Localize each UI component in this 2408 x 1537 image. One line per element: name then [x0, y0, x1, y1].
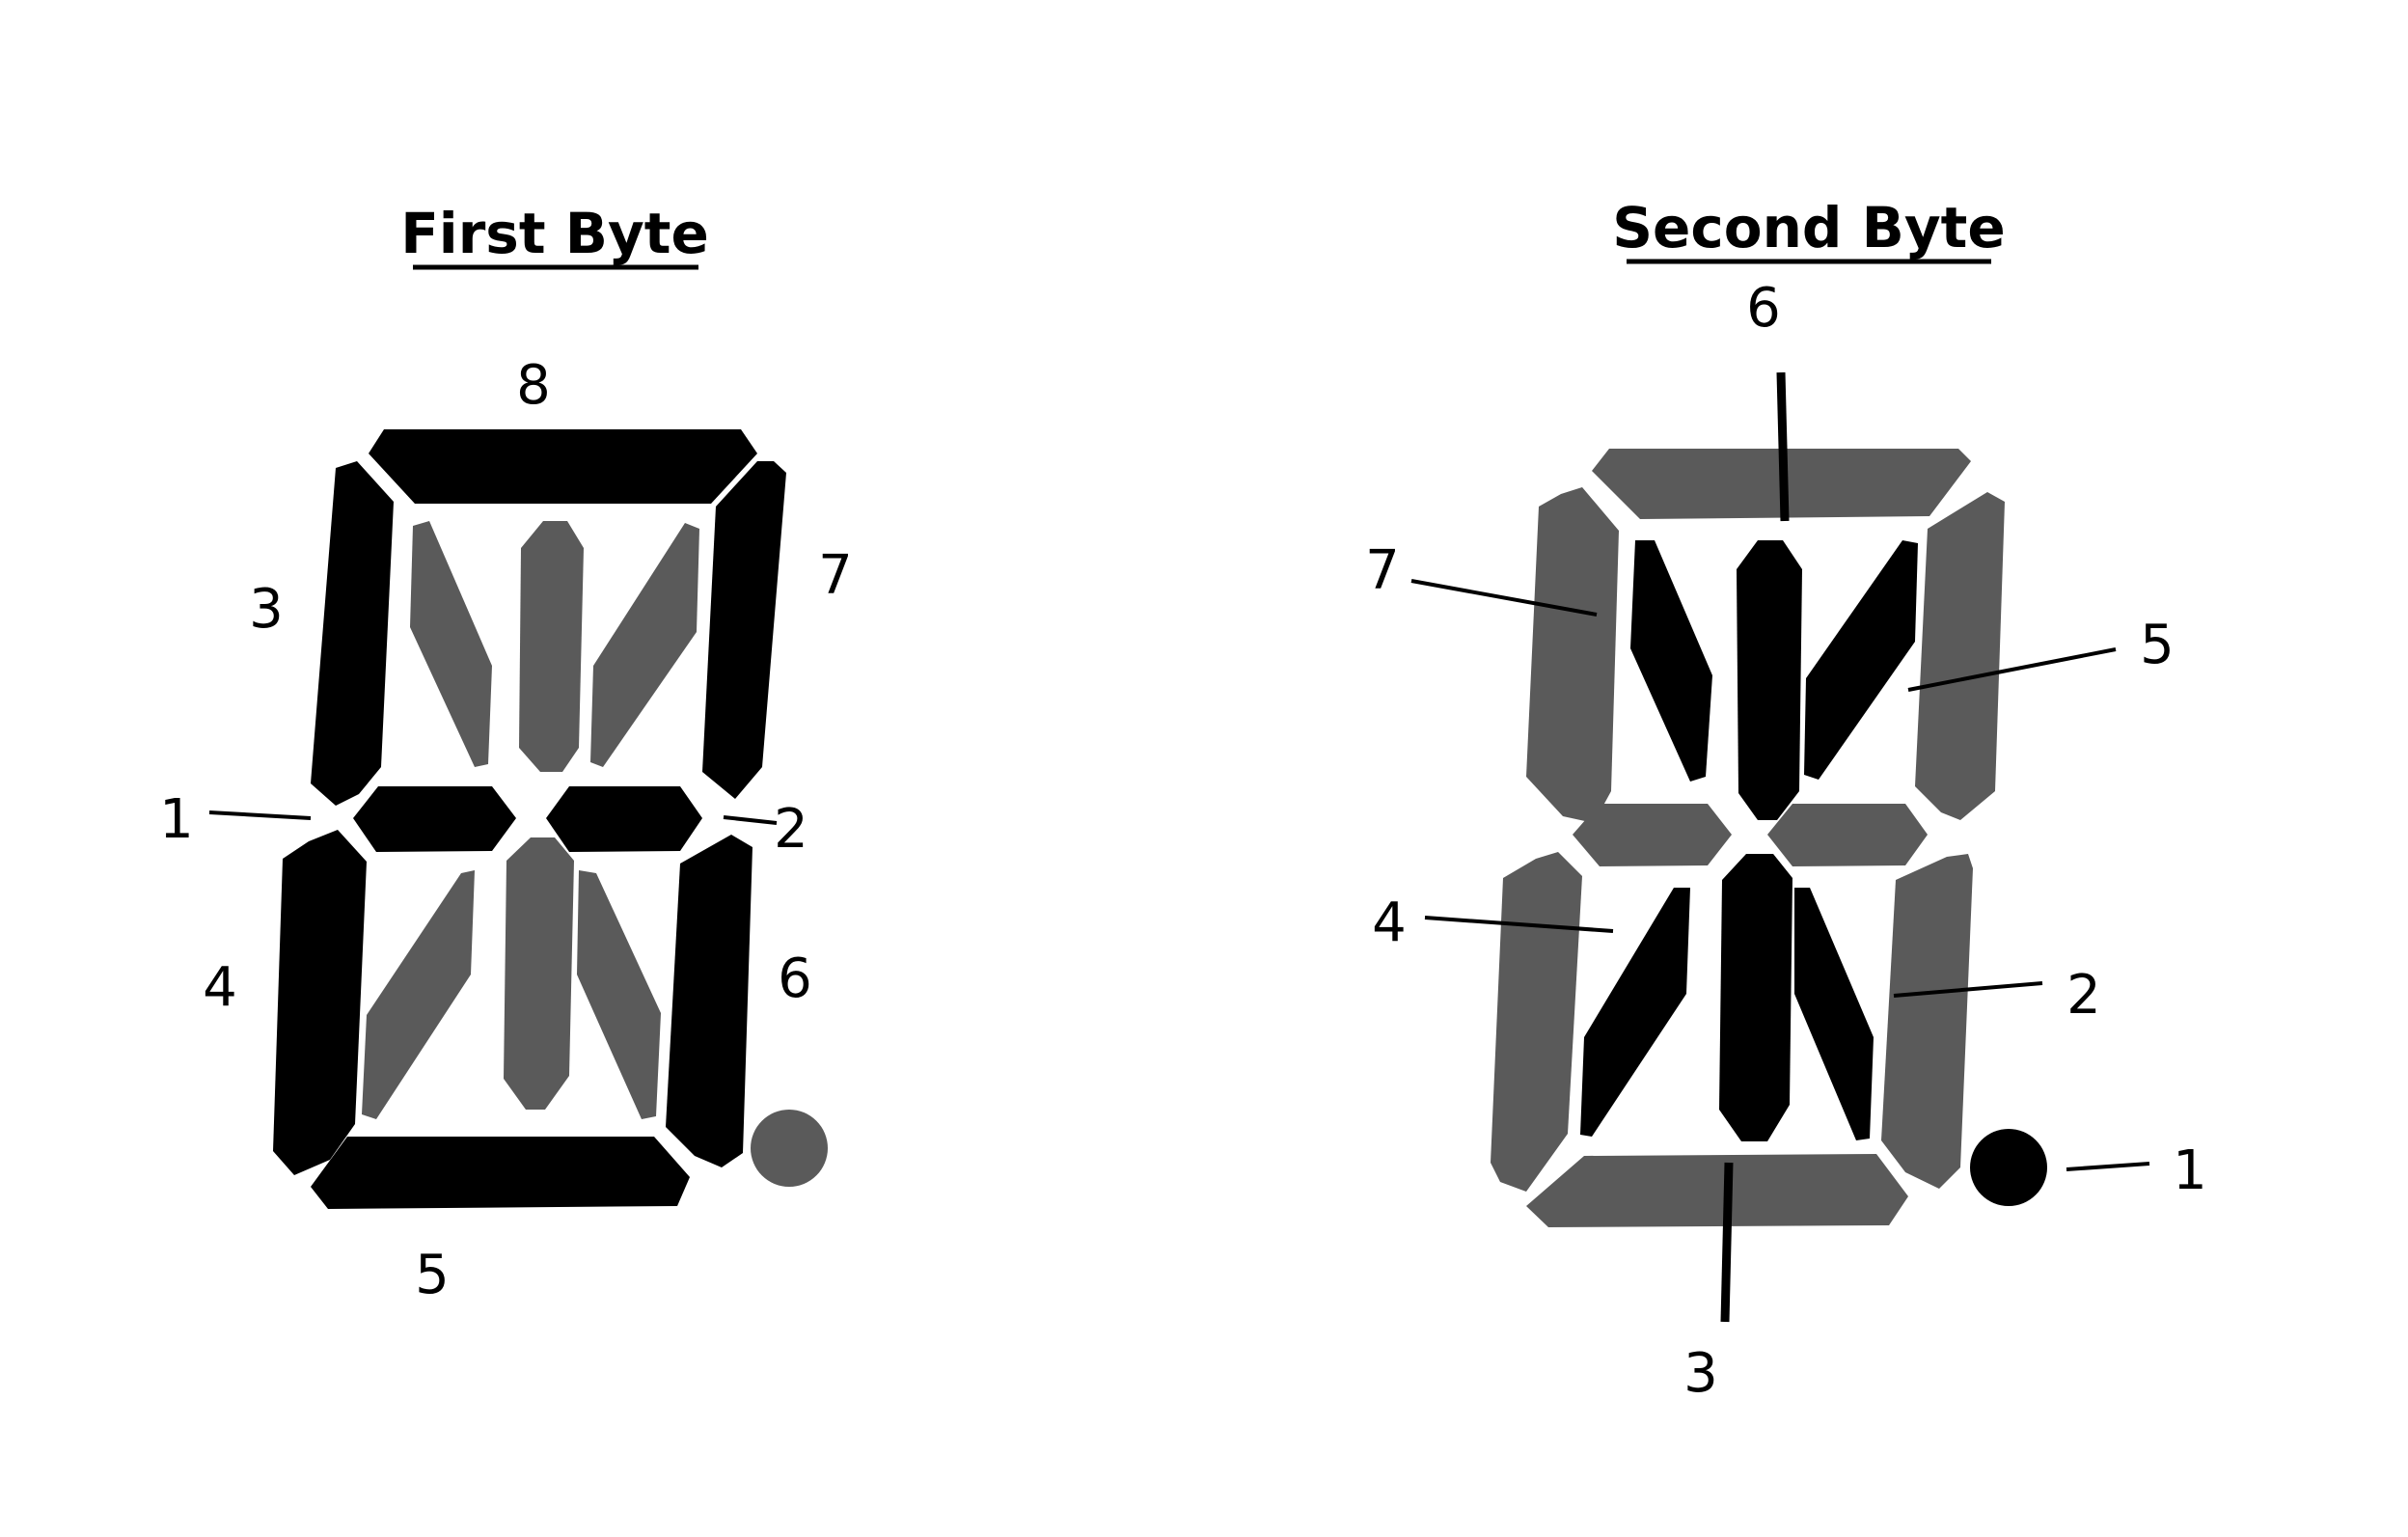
first-byte-group: First Byte 8 3 7 [159, 201, 853, 1306]
sb-segment-upper-diag-left [1630, 540, 1712, 782]
sb-segment-lower-center [1719, 854, 1792, 1141]
sb-segment-upper-center [1737, 540, 1802, 820]
sb-segment-bottom [1526, 1154, 1908, 1227]
first-byte-display [273, 429, 828, 1209]
fb-decimal-point [751, 1110, 828, 1187]
sb-leader-4 [1424, 916, 1614, 933]
fb-segment-upper-right [702, 461, 786, 799]
fb-segment-upper-center [519, 521, 584, 772]
fb-segment-bottom [311, 1137, 690, 1209]
fb-label-bottom: 5 [415, 1244, 450, 1306]
sb-leader-2 [1893, 981, 2043, 998]
fb-segment-lower-left [273, 830, 367, 1175]
sb-segment-lower-diag-right [1794, 888, 1874, 1140]
sb-segment-upper-diag-right [1804, 540, 1918, 780]
fb-leader-2 [723, 815, 778, 825]
fb-leader-1 [208, 810, 312, 820]
sb-segment-lower-right [1881, 854, 1973, 1189]
fb-segment-lower-right [666, 835, 752, 1167]
fb-label-upper-right: 7 [818, 544, 853, 607]
sb-segment-upper-right [1915, 492, 2005, 820]
fb-segment-lower-diag-right [577, 870, 661, 1119]
first-byte-title: First Byte [400, 201, 709, 266]
sb-label-lower-right: 2 [2066, 964, 2101, 1027]
sb-leader-5 [1907, 647, 2117, 692]
sb-leader-1 [2066, 1162, 2150, 1171]
sb-label-lower-left: 4 [1372, 892, 1407, 954]
fb-label-upper-left: 3 [249, 578, 284, 641]
fb-segment-middle-right [546, 786, 702, 852]
sb-segment-middle-right [1767, 804, 1928, 866]
sb-label-dot: 1 [2173, 1139, 2207, 1202]
fb-segment-top [369, 429, 757, 504]
sb-leader-6 [1776, 371, 1790, 522]
sb-segment-middle-left [1573, 804, 1732, 866]
fb-label-middle-right: 2 [774, 798, 808, 861]
sb-leader-3 [1720, 1162, 1734, 1323]
fb-segment-upper-diag-right [590, 523, 699, 767]
sb-label-top: 6 [1746, 277, 1781, 340]
sb-decimal-point [1970, 1129, 2047, 1206]
second-byte-group: Second Byte [1365, 195, 2207, 1405]
sb-label-upper-right: 5 [2140, 614, 2175, 676]
fb-segment-upper-diag-left [410, 521, 492, 767]
fb-segment-middle-left [353, 786, 516, 852]
sb-label-bottom: 3 [1683, 1342, 1718, 1405]
fb-label-lower-left: 4 [203, 956, 237, 1019]
fb-label-lower-right: 6 [778, 947, 812, 1010]
fb-label-middle-left: 1 [159, 788, 194, 851]
fb-segment-lower-diag-left [362, 870, 475, 1119]
sb-segment-upper-left [1526, 487, 1619, 823]
fb-label-top: 8 [516, 354, 551, 417]
fb-segment-lower-center [504, 837, 574, 1110]
sb-segment-lower-left [1491, 852, 1582, 1192]
fb-segment-upper-left [311, 461, 394, 806]
sb-leader-7 [1410, 579, 1598, 617]
second-byte-display [1491, 449, 2047, 1227]
sb-segment-lower-diag-left [1580, 888, 1690, 1137]
sb-label-upper-left: 7 [1365, 539, 1400, 602]
second-byte-title: Second Byte [1612, 195, 2005, 261]
